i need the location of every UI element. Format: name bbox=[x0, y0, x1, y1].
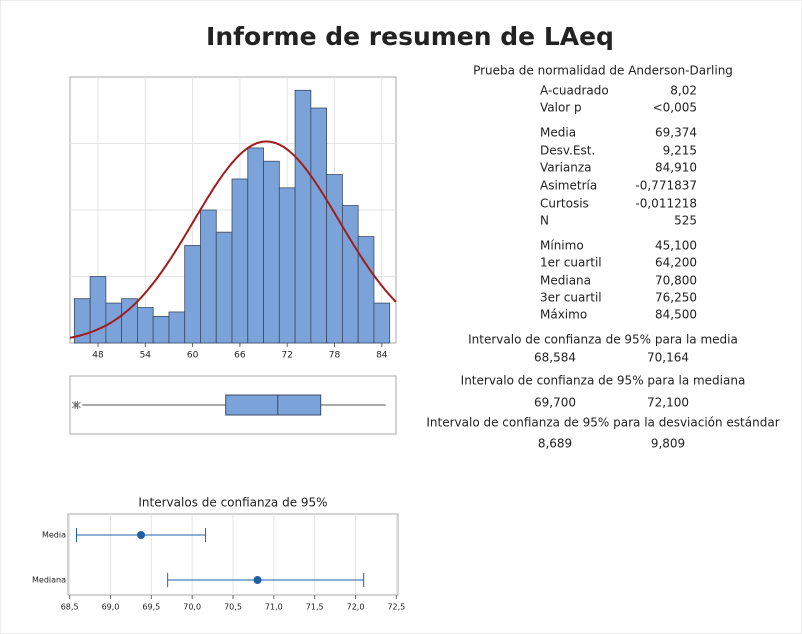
x-tick-label: 78 bbox=[329, 351, 341, 361]
bar bbox=[137, 307, 154, 344]
point bbox=[253, 576, 262, 584]
stat-value: -0,771837 bbox=[635, 179, 697, 193]
stat-value: 76,250 bbox=[655, 291, 697, 305]
stat-value: 69,374 bbox=[655, 126, 697, 140]
ci-low: 68,584 bbox=[534, 351, 576, 365]
normal-curve bbox=[69, 140, 397, 339]
ci-low: 69,700 bbox=[534, 396, 576, 410]
ci-low: 8,689 bbox=[538, 437, 572, 451]
bar bbox=[152, 315, 170, 344]
stat-name: N bbox=[540, 214, 549, 228]
x-tick-label: 69,0 bbox=[102, 603, 120, 612]
stat-value: 64,200 bbox=[655, 256, 697, 270]
bar bbox=[294, 89, 312, 344]
normality-title: Prueba de normalidad de Anderson-Darling bbox=[473, 64, 733, 78]
stat-value: -0,011218 bbox=[635, 197, 697, 211]
stat-name: Máximo bbox=[540, 308, 587, 322]
bar bbox=[310, 107, 328, 344]
box bbox=[225, 394, 322, 416]
bar bbox=[341, 205, 359, 344]
stat-name: A-cuadrado bbox=[540, 84, 609, 98]
x-tick-label: 84 bbox=[376, 351, 388, 361]
ci-title: Intervalo de confianza de 95% para la me… bbox=[468, 333, 738, 347]
bar bbox=[326, 174, 343, 344]
bar bbox=[168, 311, 186, 344]
bar bbox=[200, 209, 217, 344]
stat-value: 84,500 bbox=[655, 308, 697, 322]
x-tick-label: 69,5 bbox=[142, 603, 160, 612]
x-tick-label: 54 bbox=[140, 351, 152, 361]
stat-name: Varianza bbox=[540, 161, 592, 175]
ci-title: Intervalo de confianza de 95% para la me… bbox=[461, 374, 746, 388]
ci-high: 70,164 bbox=[647, 351, 689, 365]
stat-value: 70,800 bbox=[655, 274, 697, 288]
ci-title: Intervalo de confianza de 95% para la de… bbox=[426, 416, 779, 430]
x-tick-label: 48 bbox=[92, 351, 104, 361]
bar bbox=[89, 276, 107, 344]
x-tick-label: 72,0 bbox=[347, 603, 365, 612]
stat-name: 3er cuartil bbox=[540, 291, 602, 305]
x-tick-label: 66 bbox=[234, 351, 246, 361]
x-tick-label: 72,5 bbox=[387, 603, 405, 612]
bar bbox=[215, 231, 233, 344]
x-tick-label: 71,5 bbox=[306, 603, 324, 612]
ci-high: 9,809 bbox=[651, 437, 685, 451]
stat-value: 45,100 bbox=[655, 239, 697, 253]
bar bbox=[278, 187, 296, 344]
stat-value: 525 bbox=[674, 214, 697, 228]
stat-name: Mediana bbox=[540, 274, 591, 288]
stat-value: 84,910 bbox=[655, 161, 697, 175]
point bbox=[137, 531, 146, 539]
stat-name: Curtosis bbox=[540, 197, 589, 211]
bar bbox=[231, 178, 249, 344]
stat-value: 8,02 bbox=[670, 84, 697, 98]
report-title: Informe de resumen de LAeq bbox=[206, 22, 614, 51]
category-label: Mediana bbox=[32, 576, 66, 585]
ci-high: 72,100 bbox=[647, 396, 689, 410]
bar bbox=[184, 245, 201, 344]
interval-title: Intervalos de confianza de 95% bbox=[138, 496, 327, 510]
bar bbox=[247, 147, 264, 344]
stat-name: Valor p bbox=[540, 101, 582, 115]
bar bbox=[373, 302, 391, 344]
x-tick-label: 70,5 bbox=[224, 603, 242, 612]
stat-name: 1er cuartil bbox=[540, 256, 602, 270]
stat-value: 9,215 bbox=[663, 144, 697, 158]
bar bbox=[357, 236, 375, 344]
bar bbox=[121, 298, 138, 344]
stat-name: Asimetría bbox=[540, 179, 597, 193]
x-tick-label: 72 bbox=[281, 351, 292, 361]
stat-name: Desv.Est. bbox=[540, 144, 595, 158]
x-tick-label: 68,5 bbox=[61, 603, 79, 612]
x-tick-label: 60 bbox=[187, 351, 199, 361]
stat-name: Mínimo bbox=[540, 239, 584, 253]
category-label: Media bbox=[42, 531, 66, 540]
stat-value: <0,005 bbox=[653, 101, 697, 115]
outlier bbox=[74, 401, 81, 409]
bar bbox=[263, 160, 280, 344]
x-tick-label: 70,0 bbox=[183, 603, 201, 612]
stat-name: Media bbox=[540, 126, 576, 140]
x-tick-label: 71,0 bbox=[265, 603, 283, 612]
